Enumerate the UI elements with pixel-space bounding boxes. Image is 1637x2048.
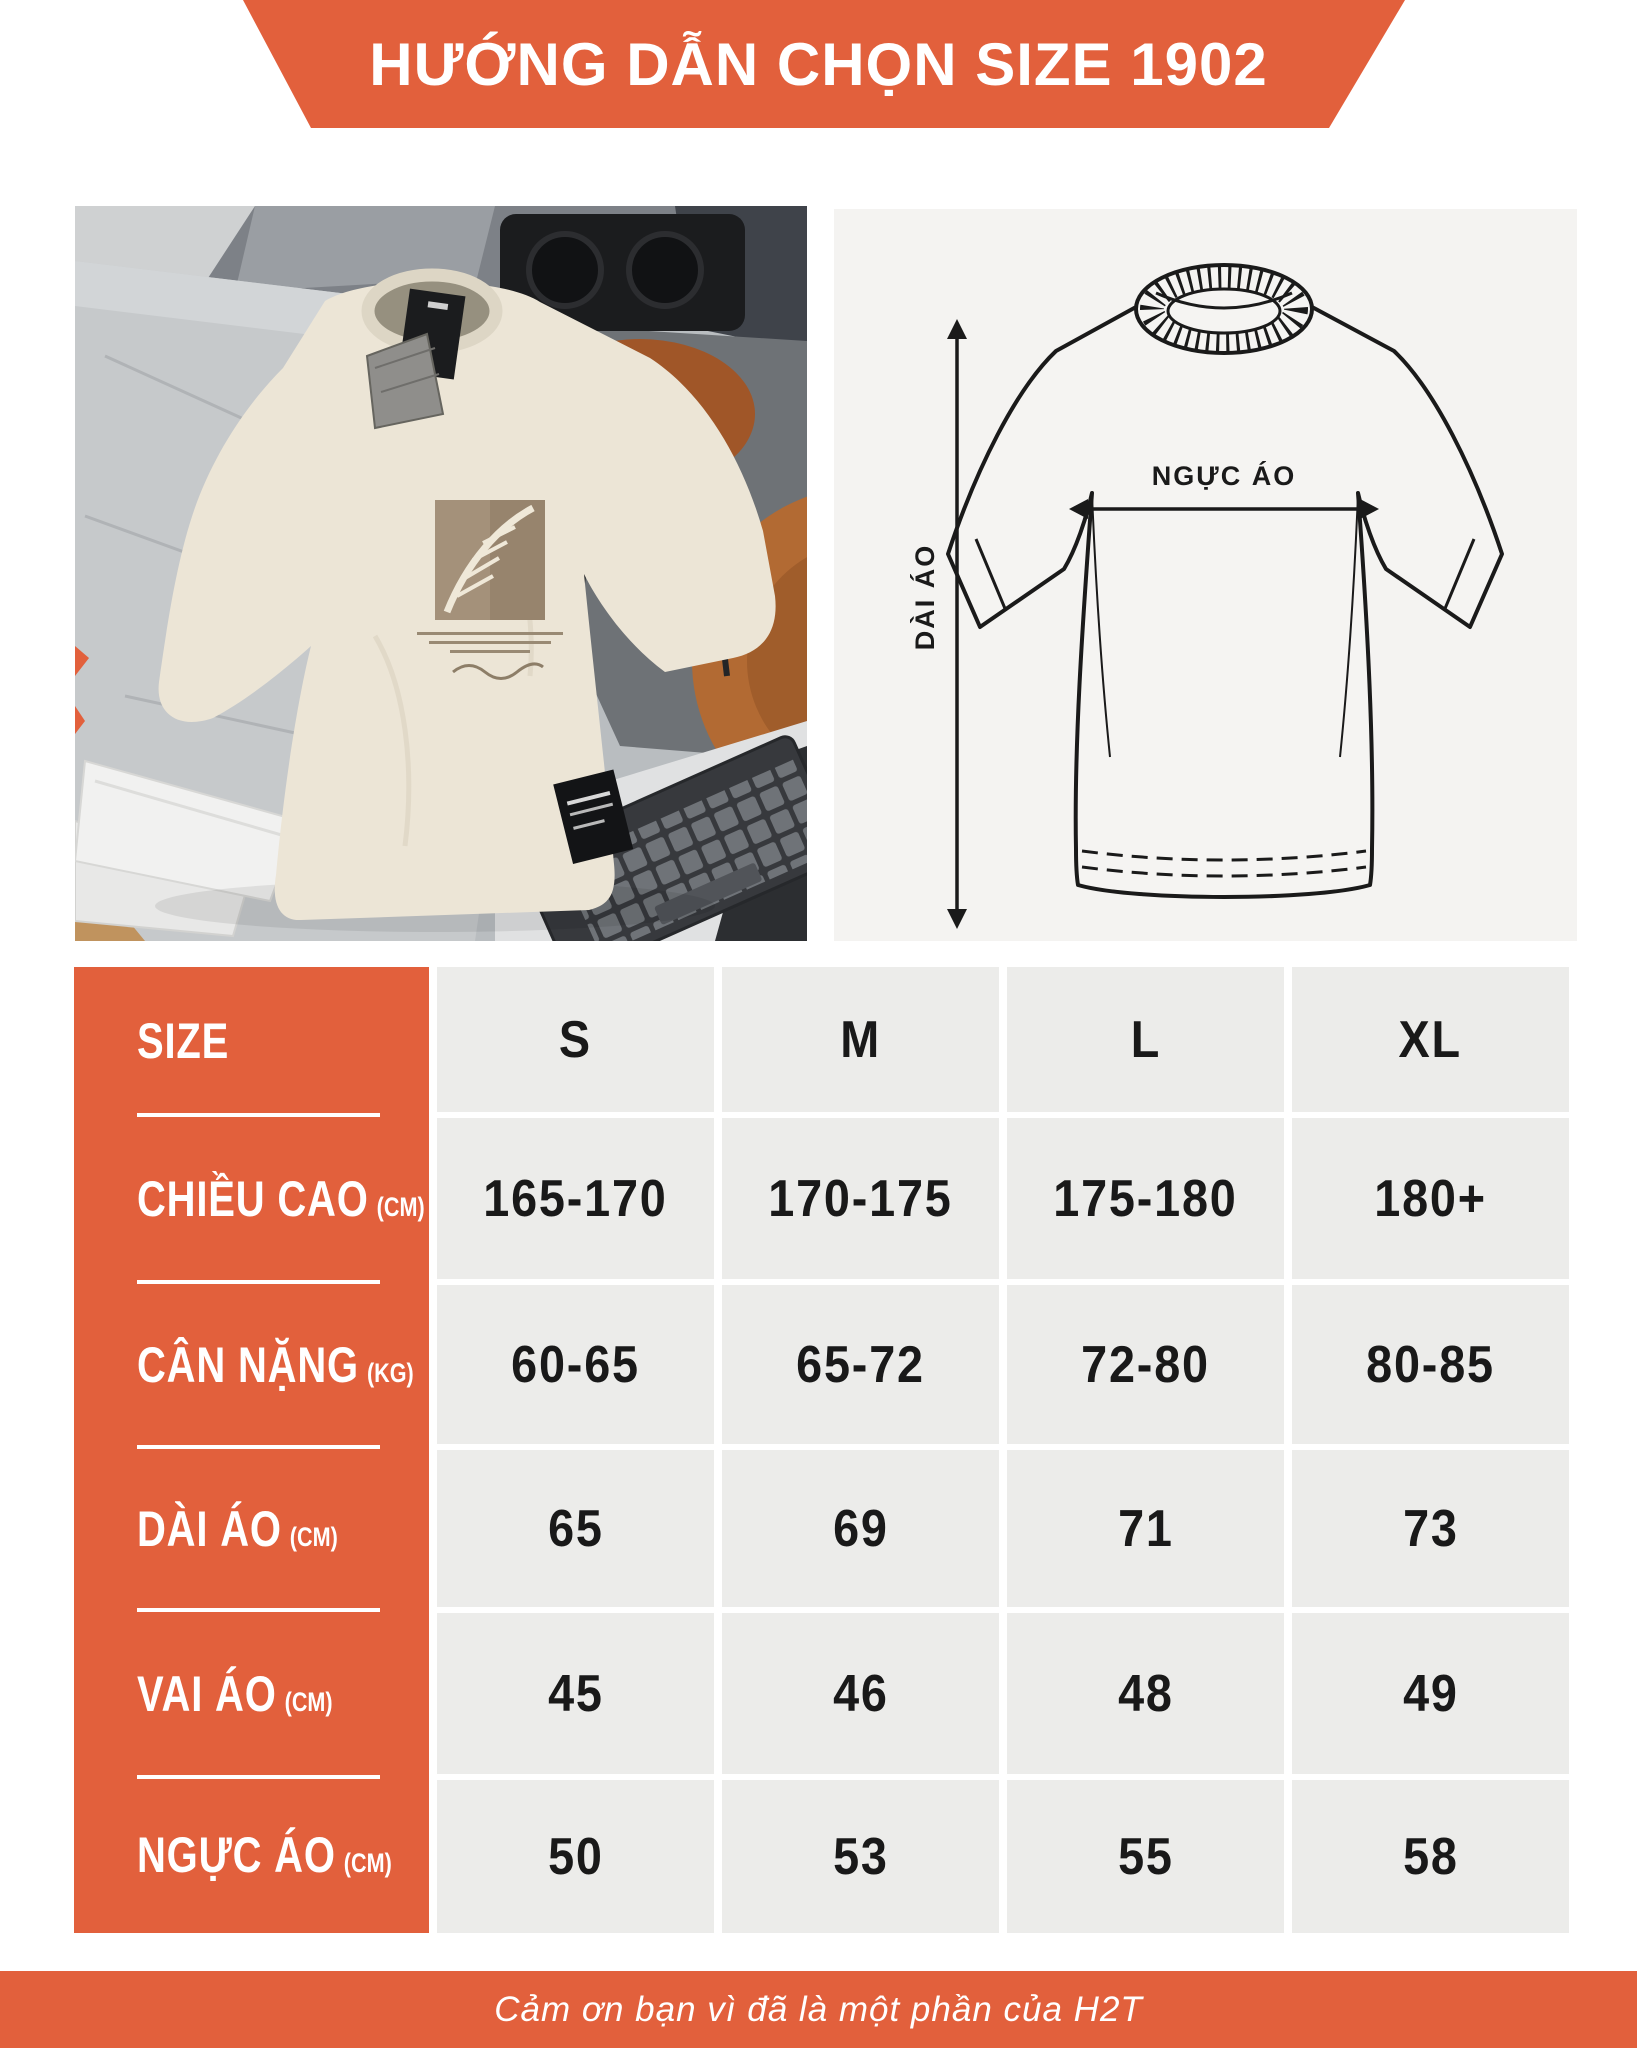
table-cell-length-s: 65 [437,1450,714,1607]
table-cell-shoulder-s: 45 [437,1613,714,1774]
hem-stitching [1081,849,1367,862]
orange-accent [75,706,85,734]
measurement-diagram-panel: NGỰC ÁO DÀI ÁO [834,209,1577,941]
paper-tag [365,332,445,430]
table-cell-weight-xl: 80-85 [1292,1285,1569,1444]
books [75,759,302,938]
table-cell-chest-s: 50 [437,1780,714,1933]
table-cell-chest-l: 55 [1007,1780,1284,1933]
diagram-shirt-outline [946,278,1504,899]
table-cell-shoulder-l: 48 [1007,1613,1284,1774]
table-cell-chest-xl: 58 [1292,1780,1569,1933]
title-banner: HƯỚNG DẪN CHỌN SIZE 1902 [243,0,1405,128]
orange-accent [75,646,89,676]
hem-label [553,769,634,865]
table-cell-height-l: 175-180 [1007,1118,1284,1279]
chest-arrow [1069,499,1379,519]
table-cell-shoulder-m: 46 [722,1613,999,1774]
footer-message: Cảm ơn bạn vì đã là một phần của H2T [494,1989,1143,2029]
table-cell-height-m: 170-175 [722,1118,999,1279]
chest-print [417,500,563,680]
row-label-weight: CÂN NẶNG (KG) [74,1282,429,1449]
table-cell-size-l: L [1007,967,1284,1112]
size-table-label-column: SIZE CHIỀU CAO (CM) CÂN NẶNG (KG) DÀI ÁO (C… [74,967,429,1933]
product-photo-panel [75,206,807,941]
diagram-collar [1134,263,1314,355]
footer-bar: Cảm ơn bạn vì đã là một phần của H2T [0,1971,1637,2048]
table-cell-shoulder-xl: 49 [1292,1613,1569,1774]
table-cell-size-m: M [722,967,999,1112]
table-cell-weight-m: 65-72 [722,1285,999,1444]
row-label-length: DÀI ÁO (CM) [74,1447,429,1612]
product-photo [75,206,807,941]
size-table-values: S M L XL 165-170 170-175 175-180 180+ 60… [437,967,1569,1933]
length-label: DÀI ÁO [909,544,940,651]
tshirt [75,268,776,932]
row-label-height: CHIỀU CAO (CM) [74,1115,429,1284]
page-title: HƯỚNG DẪN CHỌN SIZE 1902 [369,30,1268,98]
length-arrow [947,319,967,929]
speaker [500,214,745,331]
table-cell-size-s: S [437,967,714,1112]
keyboard [517,735,807,941]
table-cell-weight-s: 60-65 [437,1285,714,1444]
row-label-shoulder: VAI ÁO (CM) [74,1610,429,1779]
measurement-diagram: NGỰC ÁO DÀI ÁO [909,263,1504,929]
table-cell-chest-m: 53 [722,1780,999,1933]
chest-label: NGỰC ÁO [1152,460,1296,491]
table-cell-height-s: 165-170 [437,1118,714,1279]
table-cell-length-xl: 73 [1292,1450,1569,1607]
row-label-size: SIZE [74,967,429,1117]
table-cell-weight-l: 72-80 [1007,1285,1284,1444]
table-cell-length-m: 69 [722,1450,999,1607]
table-cell-length-l: 71 [1007,1450,1284,1607]
row-label-chest: NGỰC ÁO (CM) [137,1827,392,1883]
table-cell-size-xl: XL [1292,967,1569,1112]
table-cell-height-xl: 180+ [1292,1118,1569,1279]
